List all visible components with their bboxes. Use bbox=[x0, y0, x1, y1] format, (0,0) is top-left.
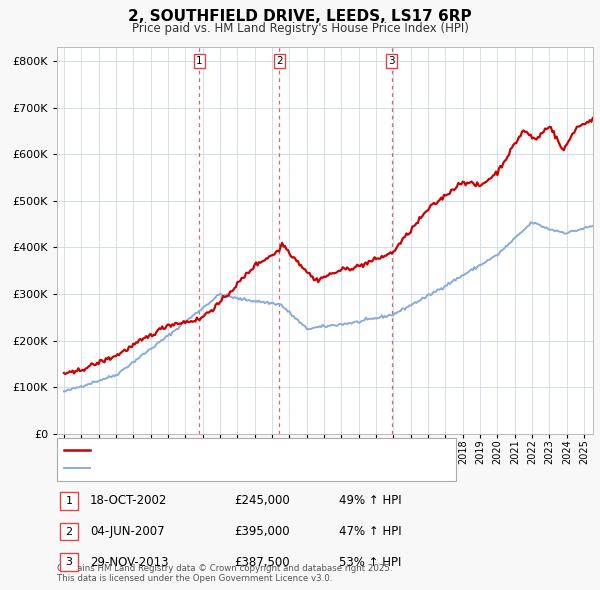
Text: 2, SOUTHFIELD DRIVE, LEEDS, LS17 6RP (detached house): 2, SOUTHFIELD DRIVE, LEEDS, LS17 6RP (de… bbox=[96, 445, 416, 455]
Text: HPI: Average price, detached house, Leeds: HPI: Average price, detached house, Leed… bbox=[96, 463, 331, 473]
Text: 04-JUN-2007: 04-JUN-2007 bbox=[90, 525, 164, 538]
Text: 1: 1 bbox=[65, 496, 73, 506]
Text: 53% ↑ HPI: 53% ↑ HPI bbox=[339, 556, 401, 569]
Text: £245,000: £245,000 bbox=[234, 494, 290, 507]
Text: 47% ↑ HPI: 47% ↑ HPI bbox=[339, 525, 401, 538]
Text: Contains HM Land Registry data © Crown copyright and database right 2025.
This d: Contains HM Land Registry data © Crown c… bbox=[57, 563, 392, 583]
Text: 29-NOV-2013: 29-NOV-2013 bbox=[90, 556, 169, 569]
Text: 2: 2 bbox=[65, 527, 73, 536]
Text: 3: 3 bbox=[65, 558, 73, 567]
Text: 3: 3 bbox=[389, 56, 395, 66]
Text: 18-OCT-2002: 18-OCT-2002 bbox=[90, 494, 167, 507]
Text: £387,500: £387,500 bbox=[234, 556, 290, 569]
Text: Price paid vs. HM Land Registry's House Price Index (HPI): Price paid vs. HM Land Registry's House … bbox=[131, 22, 469, 35]
Text: 2: 2 bbox=[276, 56, 283, 66]
Text: £395,000: £395,000 bbox=[234, 525, 290, 538]
Text: 49% ↑ HPI: 49% ↑ HPI bbox=[339, 494, 401, 507]
Text: 1: 1 bbox=[196, 56, 202, 66]
Text: 2, SOUTHFIELD DRIVE, LEEDS, LS17 6RP: 2, SOUTHFIELD DRIVE, LEEDS, LS17 6RP bbox=[128, 9, 472, 24]
